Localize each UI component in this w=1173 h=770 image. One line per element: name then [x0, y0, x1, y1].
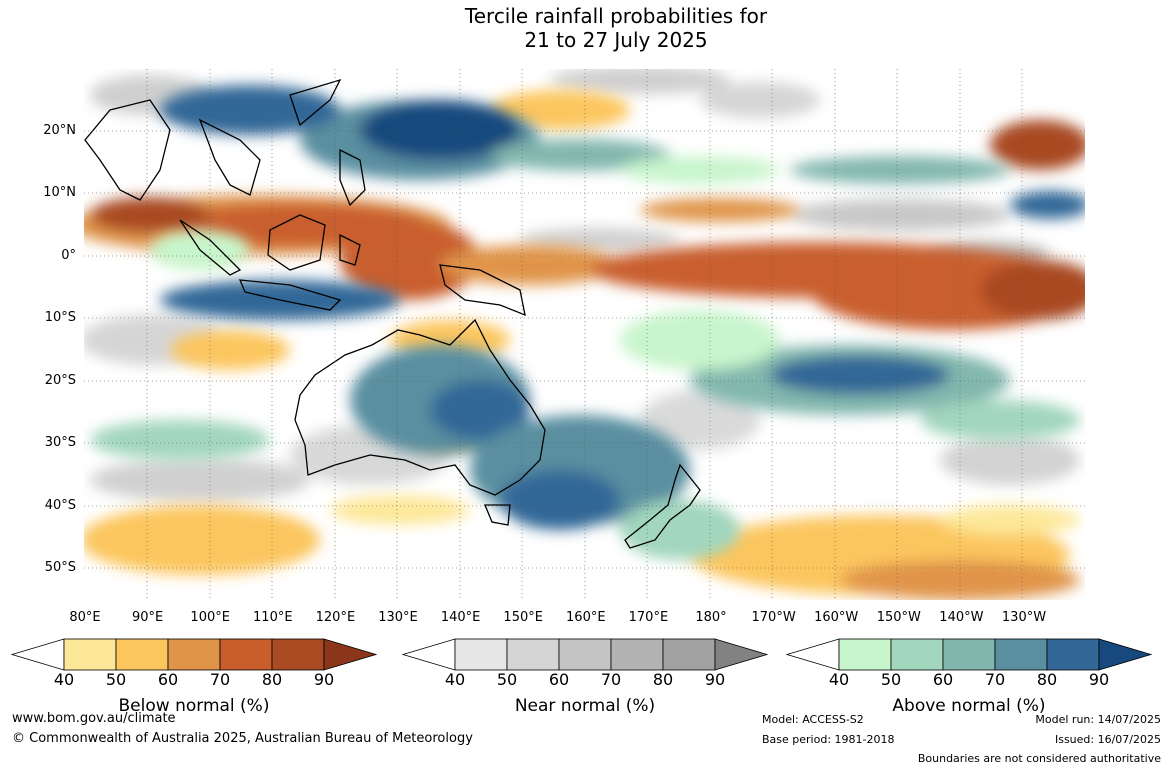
legend-arrow-low	[401, 638, 456, 671]
new-guinea-outline	[439, 264, 526, 317]
indochina-outline	[198, 118, 261, 196]
legend-title: Above normal (%)	[892, 696, 1046, 716]
lat-label: 20°N	[43, 123, 76, 138]
china-coast-outline	[289, 78, 342, 127]
legend-swatch	[454, 638, 508, 671]
lon-label: 170°E	[628, 610, 669, 625]
legend-swatch	[942, 638, 996, 671]
copyright-text: © Commonwealth of Australia 2025, Austra…	[12, 731, 473, 746]
lon-label: 80°E	[69, 610, 101, 625]
legend-tick-label: 50	[496, 670, 518, 689]
legend-arrow-low	[10, 638, 65, 671]
lon-label: 170°W	[751, 610, 796, 625]
map-title: Tercile rainfall probabilities for 21 to…	[0, 4, 1173, 52]
legend-swatch	[994, 638, 1048, 671]
issued-text: Issued: 16/07/2025	[1054, 733, 1161, 746]
legend-tick-label: 90	[704, 670, 726, 689]
lat-label: 10°N	[43, 185, 76, 200]
legend-tick-label: 60	[157, 670, 179, 689]
legend-swatch	[167, 638, 221, 671]
legend-tick-label: 90	[1088, 670, 1110, 689]
lon-label: 150°W	[876, 610, 921, 625]
lon-label: 150°E	[503, 610, 543, 625]
probability-field	[84, 69, 1085, 600]
legend-swatch	[271, 638, 325, 671]
sumatra-outline	[179, 219, 242, 276]
coastlines	[84, 78, 701, 549]
australia-outline	[294, 318, 546, 496]
lon-label: 120°E	[315, 610, 356, 625]
legend-arrow-low	[785, 638, 840, 671]
legend-swatch	[115, 638, 169, 671]
lon-label: 110°E	[253, 610, 293, 625]
legend-swatch	[558, 638, 612, 671]
legend-tick-label: 90	[313, 670, 335, 689]
java-outline	[238, 279, 342, 311]
legend-bars	[10, 638, 1153, 671]
lon-label: 130°W	[1001, 610, 1047, 625]
graticule	[84, 69, 1085, 600]
legend-tick-label: 40	[444, 670, 466, 689]
legend-tick-label: 80	[652, 670, 674, 689]
legend-tick-label: 50	[105, 670, 127, 689]
mainland-asia-outline	[84, 99, 171, 201]
borneo-outline	[267, 214, 326, 271]
model-text: Model: ACCESS-S2	[762, 713, 864, 726]
legend-swatch	[610, 638, 664, 671]
tasmania-outline	[484, 504, 511, 526]
legend-tick-label: 40	[53, 670, 75, 689]
sulawesi-outline	[339, 233, 361, 266]
legend-tick-label: 60	[932, 670, 954, 689]
legend-tick-label: 80	[1036, 670, 1058, 689]
legend-swatch	[506, 638, 560, 671]
legend-tick-label: 70	[600, 670, 622, 689]
lat-label: 50°S	[44, 560, 76, 575]
lat-label: 10°S	[44, 310, 76, 325]
lon-label: 130°E	[378, 610, 418, 625]
lon-label: 140°E	[440, 610, 481, 625]
legend-arrow-high	[714, 638, 769, 671]
lon-label: 90°E	[131, 610, 164, 625]
legend-tick-label: 40	[828, 670, 850, 689]
lat-label: 0°	[61, 248, 76, 263]
legend-swatch	[662, 638, 716, 671]
new-zealand-outline	[624, 463, 701, 549]
lon-label: 180°	[695, 610, 727, 625]
disclaimer-text: Boundaries are not considered authoritat…	[917, 752, 1161, 765]
lon-label: 140°W	[939, 610, 984, 625]
legend-tick-label: 70	[209, 670, 231, 689]
lat-label: 30°S	[44, 435, 76, 450]
lon-label: 160°E	[566, 610, 606, 625]
legend-arrow-high	[323, 638, 378, 671]
legend-swatch	[1046, 638, 1100, 671]
lon-label: 160°W	[814, 610, 859, 625]
legend-tick-label: 80	[261, 670, 283, 689]
legend-swatch	[890, 638, 944, 671]
philippines-outline	[339, 148, 366, 207]
website-text: www.bom.gov.au/climate	[12, 711, 176, 726]
legend-tick-label: 50	[880, 670, 902, 689]
lon-label: 100°E	[190, 610, 230, 625]
lat-label: 40°S	[44, 498, 76, 513]
legend-swatch	[63, 638, 117, 671]
legend-tick-label: 70	[984, 670, 1006, 689]
model-run-text: Model run: 14/07/2025	[1035, 713, 1161, 726]
legend-title: Near normal (%)	[514, 696, 656, 716]
title-line-2: 21 to 27 July 2025	[524, 28, 708, 52]
lat-label: 20°S	[44, 373, 76, 388]
base-period-text: Base period: 1981-2018	[762, 733, 895, 746]
legend-arrow-high	[1098, 638, 1153, 671]
legend-swatch	[219, 638, 273, 671]
legend-tick-label: 60	[548, 670, 570, 689]
legend-title: Below normal (%)	[118, 696, 270, 716]
title-line-1: Tercile rainfall probabilities for	[464, 4, 768, 28]
legend-swatch	[838, 638, 892, 671]
